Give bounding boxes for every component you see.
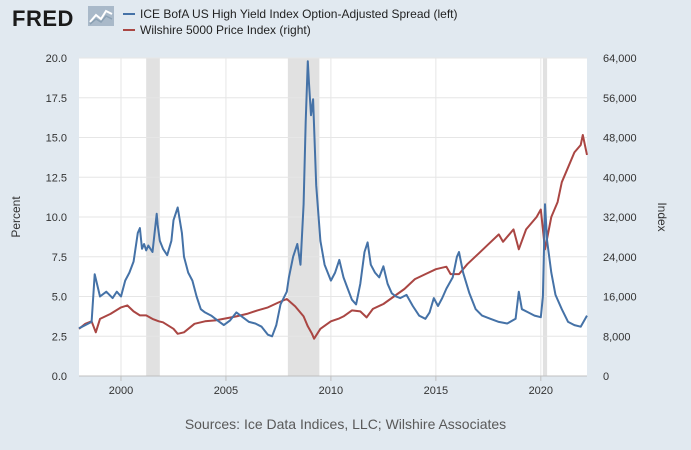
- y-right-tick-label-4: 32,000: [603, 212, 637, 224]
- x-tick-label-0: 2000: [109, 385, 133, 397]
- y-right-tick-label-0: 0: [603, 371, 609, 383]
- y-left-tick-label-5: 12.5: [46, 172, 67, 184]
- chart-legend: ICE BofA US High Yield Index Option-Adju…: [123, 6, 458, 38]
- fred-line-chart-icon: [88, 6, 114, 31]
- y-left-tick-label-3: 7.5: [52, 252, 67, 264]
- y-right-tick-label-5: 40,000: [603, 172, 637, 184]
- y-right-tick-label-6: 48,000: [603, 133, 637, 145]
- y-left-tick-label-6: 15.0: [46, 133, 67, 145]
- legend-item-left-series[interactable]: ICE BofA US High Yield Index Option-Adju…: [123, 6, 458, 22]
- y-left-tick-label-7: 17.5: [46, 93, 67, 105]
- legend-swatch-blue: [123, 13, 135, 15]
- gridlines: [79, 57, 587, 377]
- y-axis-right-label: Index: [655, 202, 669, 231]
- legend-swatch-red: [123, 29, 135, 31]
- series-line-wilshire-5000: [78, 134, 588, 340]
- y-right-tick-label-7: 56,000: [603, 93, 637, 105]
- y-axis-left-label: Percent: [9, 196, 23, 238]
- series-lines: [78, 60, 588, 340]
- x-tick-label-1: 2005: [214, 385, 238, 397]
- y-left-tick-label-4: 10.0: [46, 212, 67, 224]
- axes: 2000 2005 2010 2015 2020 0.0 2.5 5.0 7.5 10.0 12.5…: [46, 53, 637, 397]
- source-note: Sources: Ice Data Indices, LLC; Wilshire…: [184, 416, 507, 432]
- y-right-tick-label-1: 8,000: [603, 331, 631, 343]
- y-right-tick-label-3: 24,000: [603, 252, 637, 264]
- legend-label-left: ICE BofA US High Yield Index Option-Adju…: [140, 7, 458, 21]
- series-line-high-yield-spread: [78, 60, 588, 338]
- y-left-tick-label-0: 0.0: [52, 371, 67, 383]
- x-tick-label-3: 2015: [424, 385, 448, 397]
- legend-label-right: Wilshire 5000 Price Index (right): [140, 23, 311, 37]
- y-left-tick-label-8: 20.0: [46, 53, 67, 65]
- y-left-tick-label-2: 5.0: [52, 292, 67, 304]
- y-left-tick-label-1: 2.5: [52, 331, 67, 343]
- y-right-tick-label-2: 16,000: [603, 292, 637, 304]
- x-tick-label-4: 2020: [529, 385, 553, 397]
- x-tick-label-2: 2010: [319, 385, 343, 397]
- y-right-tick-label-8: 64,000: [603, 53, 637, 65]
- fred-logo[interactable]: FRED: [12, 6, 74, 31]
- legend-item-right-series[interactable]: Wilshire 5000 Price Index (right): [123, 22, 458, 38]
